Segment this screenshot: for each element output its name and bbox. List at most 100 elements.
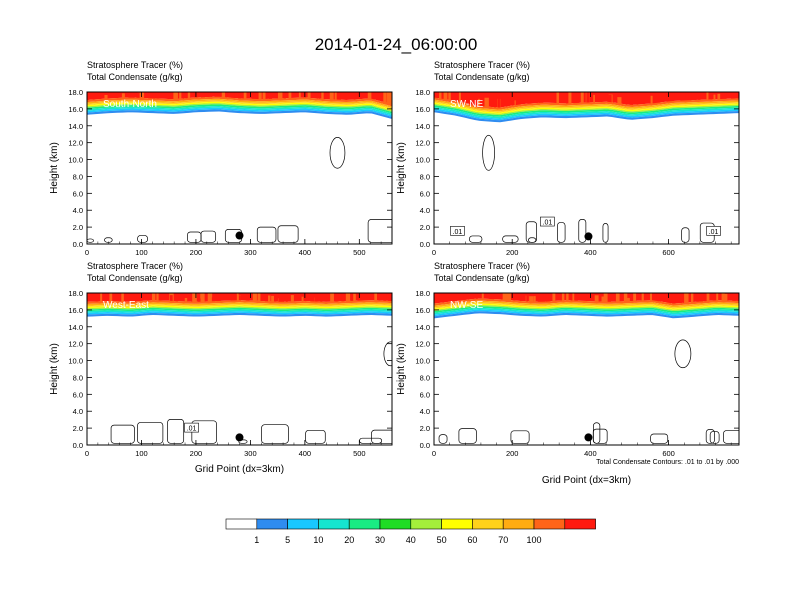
condensate-contour (468, 235, 483, 243)
tracer-band (434, 103, 739, 116)
condensate-contour (87, 238, 94, 243)
colorbar-swatch (472, 518, 504, 530)
tracer-band (434, 307, 739, 315)
y-tick-label: 12.0 (68, 340, 83, 349)
contour-label: .01 (453, 229, 463, 236)
tracer-streak (152, 92, 156, 100)
tracer-streak (732, 293, 736, 303)
tracer-streak (572, 293, 575, 302)
tracer-streak (318, 92, 321, 100)
tracer-streak (257, 92, 262, 101)
tracer-band (87, 306, 392, 310)
tracer-streak (713, 294, 717, 302)
y-tick-label: 6.0 (73, 390, 83, 399)
y-tick-label: 18.0 (68, 88, 83, 97)
chart-panel: South-North Stratosphere Tracer (%) Total … (49, 60, 393, 257)
y-axis-label: Height (km) (49, 142, 60, 194)
x-axis-label: Grid Point (dx=3km) (542, 475, 631, 486)
tracer-band (434, 306, 739, 313)
condensate-contour (167, 419, 185, 444)
tracer-streak (704, 293, 710, 303)
tracer-streak (652, 92, 656, 105)
y-tick-label: 16.0 (68, 306, 83, 315)
y-tick-label: 0.0 (73, 441, 83, 450)
condensate-contour (510, 430, 530, 444)
y-tick-label: 4.0 (73, 407, 83, 416)
tracer-streak (301, 296, 304, 303)
x-tick-label: 600 (662, 449, 675, 458)
x-tick-label: 0 (85, 449, 89, 458)
tracer-streak (601, 296, 605, 303)
colorbar-swatch (564, 518, 596, 530)
y-tick-label: 0.0 (73, 240, 83, 249)
tracer-streak (580, 92, 584, 105)
x-tick-label: 0 (432, 248, 436, 257)
tracer-streak (538, 97, 544, 105)
tracer-streak (633, 293, 637, 303)
tracer-streak (654, 293, 657, 302)
tracer-band (434, 105, 739, 117)
chart-panel: .01 West-East Stratosphere Tracer (%) Total… (49, 261, 393, 475)
tracer-band (87, 311, 392, 315)
colorbar-swatch (318, 518, 350, 530)
tracer-streak (136, 92, 140, 99)
y-tick-label: 2.0 (420, 424, 430, 433)
tracer-streak (685, 92, 690, 102)
tracer-streak (594, 295, 599, 303)
condensate-contour (593, 422, 601, 444)
contour-footnote: Total Condensate Contours: .01 to .01 by… (596, 459, 739, 466)
plot-frame (86, 91, 393, 245)
y-tick-label: 4.0 (73, 206, 83, 215)
tracer-streak (721, 293, 726, 302)
tracer-streak (615, 293, 620, 303)
condensate-contour (383, 341, 392, 367)
tracer-streak (335, 293, 339, 303)
condensate-contour (305, 429, 326, 444)
x-tick-label: 200 (190, 248, 203, 257)
condensate-contour (674, 339, 692, 369)
tracer-streak (283, 92, 286, 100)
chart-panel: .01 .01 .01 SW-NE Stratosphere Tracer (%) Tot… (396, 60, 740, 257)
condensate-contour (329, 137, 346, 169)
tracer-band (87, 98, 392, 109)
tracer-streak (623, 293, 628, 303)
tracer-streak (341, 293, 345, 303)
tracer-streak (122, 93, 125, 100)
x-tick-label: 300 (244, 248, 257, 257)
tracer-streak (257, 293, 261, 303)
panel-label: South-North (103, 99, 157, 110)
tracer-streak (334, 92, 337, 101)
tracer-streak (722, 92, 727, 101)
subtitle-condensate: Total Condensate (g/kg) (434, 72, 530, 82)
tracer-streak (252, 293, 257, 302)
tracer-streak (497, 95, 500, 109)
colorbar-swatch (225, 518, 258, 530)
tracer-streak (236, 293, 239, 302)
tracer-streak (128, 92, 133, 99)
tracer-streak (100, 293, 103, 303)
tracer-streak (351, 293, 356, 303)
tracer-band (87, 101, 392, 111)
tracer-streak (109, 293, 113, 303)
chart-panel: NW-SE Stratosphere Tracer (%) Total Conden… (396, 261, 740, 486)
condensate-contour (681, 227, 690, 243)
tracer-streak (439, 92, 442, 100)
tracer-streak (491, 293, 494, 301)
tracer-streak (704, 293, 707, 303)
condensate-contour (277, 225, 299, 243)
tracer-band (87, 104, 392, 114)
tracer-streak (214, 92, 218, 99)
tracer-streak (388, 293, 390, 303)
y-tick-label: 12.0 (415, 139, 430, 148)
panel-label: SW-NE (450, 99, 483, 110)
tracer-streak (121, 293, 124, 303)
colorbar-label: 5 (285, 535, 290, 545)
tracer-streak (200, 92, 205, 99)
x-tick-label: 400 (299, 449, 312, 458)
y-tick-label: 6.0 (420, 390, 430, 399)
condensate-contour (137, 235, 148, 243)
condensate-contour (256, 226, 277, 243)
colorbar-swatch (379, 518, 412, 530)
tracer-streak (673, 293, 676, 305)
tracer-streak (265, 293, 268, 303)
